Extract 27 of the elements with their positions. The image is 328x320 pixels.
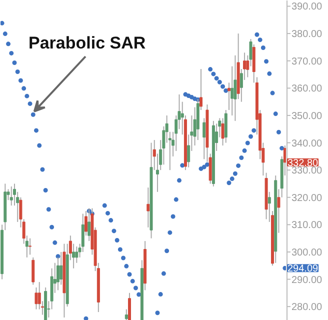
- candlestick: [10, 186, 13, 206]
- candlestick: [230, 66, 234, 116]
- y-tick-label: 280.00: [292, 302, 323, 314]
- candlestick: [34, 286, 38, 310]
- y-tick-label: 360.00: [292, 84, 323, 95]
- candlestick: [124, 308, 128, 320]
- y-tick-label: 380.00: [292, 29, 323, 40]
- y-tick-label: 320.00: [292, 192, 323, 204]
- y-tick-label: 290.00: [292, 274, 323, 286]
- candlestick: [202, 118, 206, 160]
- y-tick-label: 390.00: [292, 2, 323, 13]
- candlestick: [60, 251, 63, 286]
- candlestick: [128, 292, 132, 320]
- candlestick: [75, 246, 78, 264]
- candlestick: [268, 191, 271, 222]
- y-tick-label: 300.00: [292, 247, 323, 258]
- y-tick-label: 310.00: [292, 220, 323, 232]
- candlestick: [32, 256, 35, 286]
- y-tick-label: 370.00: [292, 56, 323, 68]
- annotation: Parabolic SAR: [28, 34, 146, 52]
- candlestick: [146, 187, 150, 228]
- candlestick: [227, 82, 230, 110]
- y-tick-label: 350.00: [292, 110, 323, 122]
- y-tick-label: 340.00: [292, 138, 323, 150]
- candlestick: [224, 109, 228, 144]
- text: 294.09: [288, 264, 319, 275]
- candlestick: [28, 238, 32, 256]
